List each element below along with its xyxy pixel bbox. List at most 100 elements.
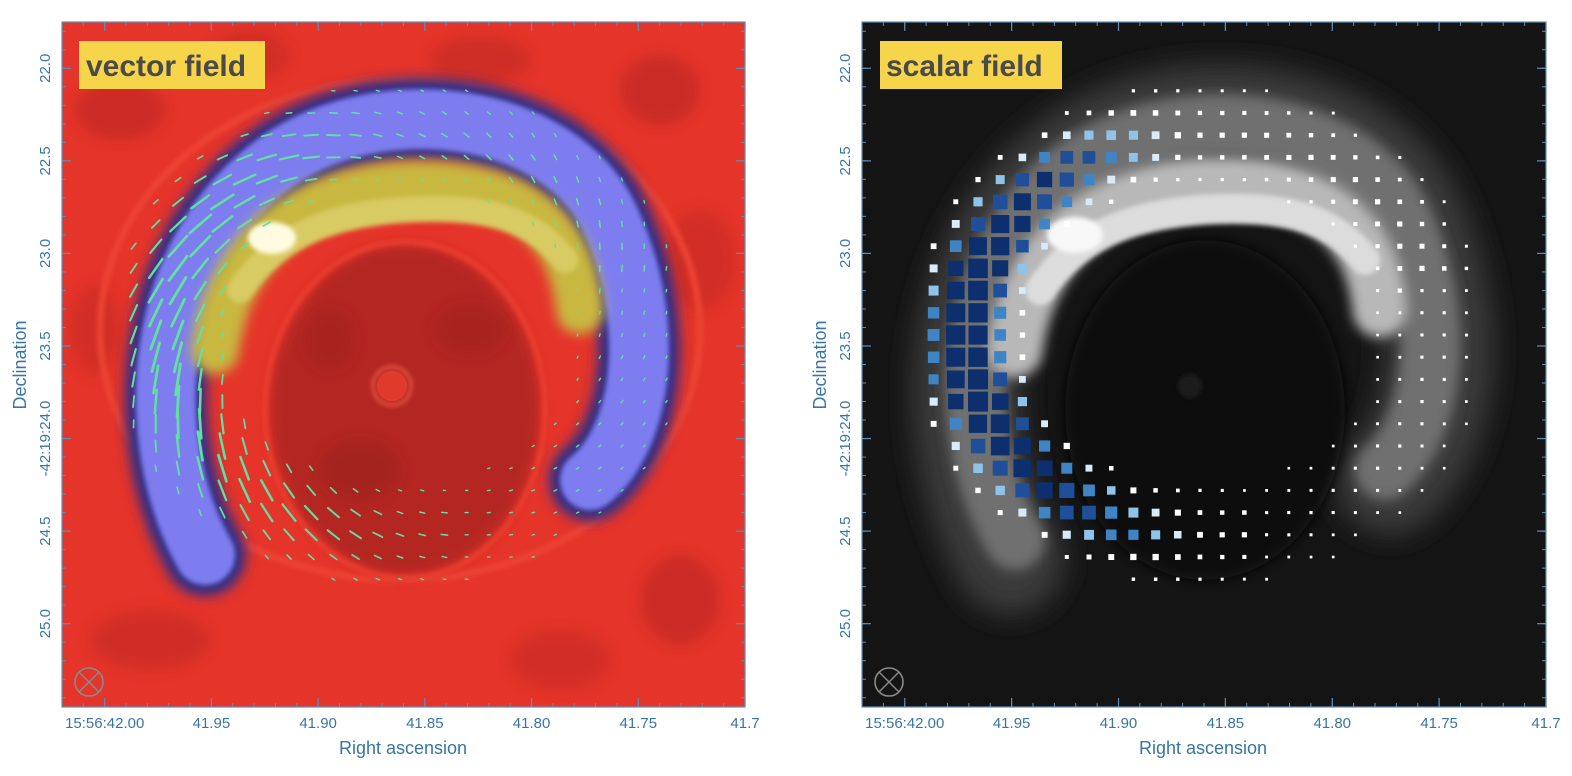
scalar-marker	[930, 420, 937, 427]
vector-arrow	[575, 444, 580, 448]
scalar-marker	[1220, 89, 1224, 93]
scalar-marker	[1376, 355, 1379, 359]
scalar-marker	[1153, 488, 1158, 493]
scalar-marker	[1085, 198, 1093, 206]
vector-arrow	[553, 466, 558, 470]
vector-arrow	[463, 132, 470, 138]
scalar-marker	[1109, 466, 1114, 471]
scalar-marker	[1062, 530, 1071, 539]
scalar-marker	[1242, 110, 1247, 115]
vector-arrow	[396, 155, 404, 160]
vector-arrow	[152, 199, 159, 205]
vector-arrow	[241, 530, 248, 539]
vector-arrow	[464, 177, 469, 182]
scalar-marker	[947, 281, 965, 300]
scalar-marker	[1375, 244, 1380, 249]
vector-arrow	[509, 199, 513, 204]
scalar-marker	[1015, 483, 1030, 498]
scalar-marker	[1086, 110, 1092, 116]
scalar-marker	[1015, 173, 1030, 187]
scalar-marker	[1220, 110, 1225, 116]
vector-arrow	[193, 280, 207, 301]
scalar-marker	[1465, 355, 1468, 359]
scalar-marker	[1286, 154, 1292, 160]
scalar-marker	[1198, 488, 1202, 492]
vector-arrow	[130, 242, 137, 250]
scalar-marker	[928, 374, 939, 385]
vector-arrow	[190, 194, 211, 210]
scalar-marker	[929, 264, 938, 273]
scalar-marker	[927, 329, 940, 341]
scalar-marker	[946, 303, 966, 323]
scalar-marker	[1154, 89, 1158, 93]
scalar-marker	[1082, 151, 1096, 164]
scalar-marker	[1082, 505, 1096, 520]
scalar-marker	[1241, 532, 1247, 538]
scalar-marker	[1376, 466, 1380, 470]
scalar-marker	[1061, 196, 1073, 208]
scalar-marker	[1152, 553, 1159, 561]
vector-arrow	[259, 479, 274, 502]
vector-arrow	[326, 529, 341, 541]
scalar-marker	[1442, 222, 1446, 226]
scalar-marker	[997, 510, 1003, 516]
vector-arrow	[168, 276, 188, 306]
vector-arrow	[308, 465, 314, 472]
vector-arrow	[620, 422, 624, 426]
vector-arrow	[576, 243, 579, 250]
vector-arrow	[553, 198, 558, 206]
vector-arrow	[176, 486, 180, 495]
scalar-marker	[946, 347, 966, 367]
scalar-marker	[1397, 177, 1402, 182]
vector-arrow	[575, 197, 580, 206]
vector-arrow	[576, 377, 579, 381]
vector-arrow	[220, 308, 225, 317]
scalar-marker	[1109, 199, 1114, 204]
scalar-marker	[1375, 266, 1380, 271]
scalar-marker	[1420, 333, 1424, 337]
scalar-marker	[1176, 577, 1180, 581]
vector-arrow	[218, 432, 227, 460]
vector-arrow	[531, 511, 536, 514]
scalar-marker	[1420, 377, 1424, 381]
scalar-marker	[1041, 420, 1048, 428]
vector-arrow	[598, 377, 602, 382]
scalar-marker	[1038, 506, 1051, 519]
vector-arrow	[372, 531, 384, 538]
vector-arrow	[149, 319, 163, 351]
vector-arrow	[620, 489, 624, 492]
scalar-marker	[1442, 289, 1446, 293]
vector-arrow	[196, 430, 204, 462]
vector-arrow	[258, 197, 275, 207]
vector-arrow	[554, 221, 557, 227]
scalar-xlabel: Right ascension	[1139, 738, 1267, 758]
scalar-marker	[1197, 132, 1203, 138]
vector-arrow	[598, 287, 601, 294]
vector-arrow	[264, 554, 269, 560]
scalar-marker	[1064, 111, 1069, 115]
vector-arrow	[531, 198, 535, 205]
scalar-marker	[1105, 529, 1117, 541]
vector-arrow	[531, 466, 536, 470]
vector-arrow	[643, 332, 646, 338]
scalar-marker	[1220, 178, 1224, 182]
x-tick-label: 41.85	[406, 715, 444, 732]
scalar-marker	[1131, 577, 1136, 581]
scalar-marker	[949, 417, 962, 430]
vector-arrow	[442, 178, 447, 182]
vector-arrow	[329, 553, 338, 561]
scalar-marker	[1264, 111, 1269, 115]
vector-arrow	[283, 528, 295, 542]
scalar-marker	[946, 325, 966, 345]
vector-arrow	[196, 347, 204, 368]
scalar-marker	[1015, 417, 1029, 431]
vector-arrow	[263, 111, 270, 115]
vector-arrow	[531, 533, 536, 536]
vector-arrow	[418, 133, 426, 138]
vector-arrow	[149, 238, 163, 254]
vector-arrow	[598, 155, 601, 160]
vector-arrow	[233, 194, 256, 209]
scalar-marker	[1464, 244, 1468, 248]
scalar-marker	[991, 237, 1010, 256]
vector-arrow	[303, 133, 320, 137]
